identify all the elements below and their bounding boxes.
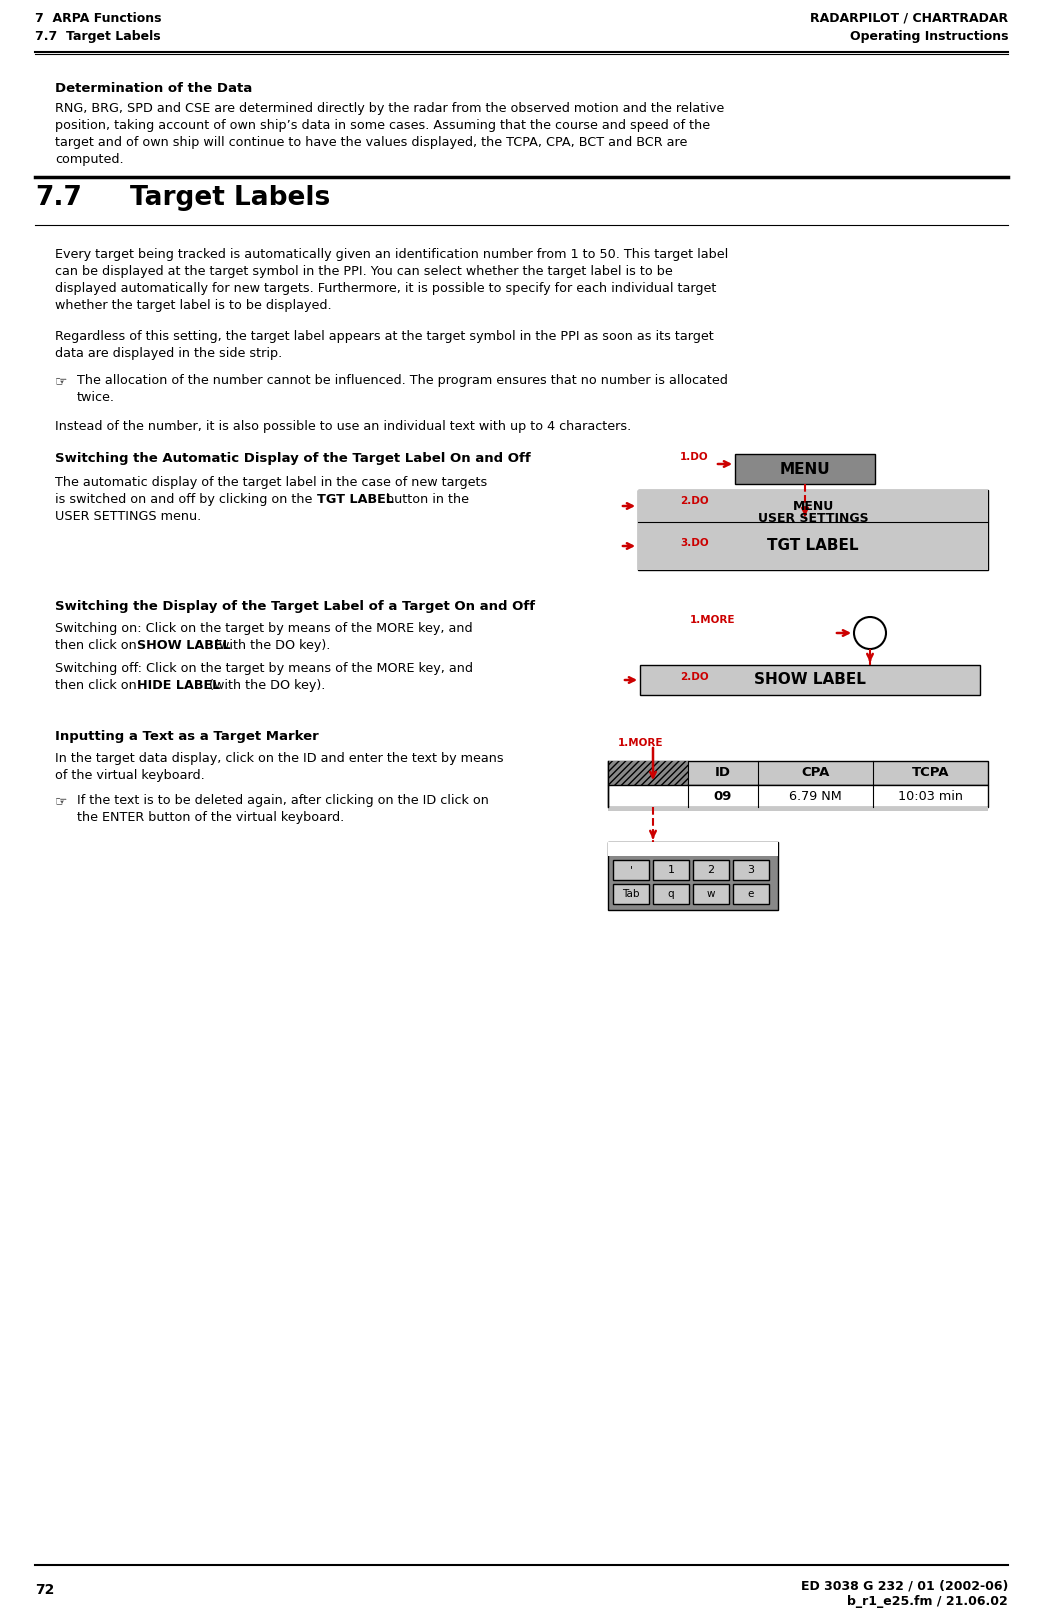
- Bar: [608, 842, 778, 910]
- Text: Tab: Tab: [622, 889, 639, 899]
- Bar: [608, 761, 988, 785]
- Text: 2.DO: 2.DO: [680, 495, 709, 507]
- Text: 1.MORE: 1.MORE: [618, 738, 663, 748]
- Bar: [638, 491, 988, 570]
- Bar: [733, 860, 769, 881]
- Text: TGT LABEL: TGT LABEL: [767, 539, 858, 554]
- Text: Operating Instructions: Operating Instructions: [849, 31, 1008, 44]
- Text: Instead of the number, it is also possible to use an individual text with up to : Instead of the number, it is also possib…: [55, 419, 631, 432]
- Text: w: w: [707, 889, 715, 899]
- Text: Inputting a Text as a Target Marker: Inputting a Text as a Target Marker: [55, 730, 319, 743]
- Bar: [693, 860, 729, 881]
- Bar: [608, 761, 688, 785]
- Text: RNG, BRG, SPD and CSE are determined directly by the radar from the observed mot: RNG, BRG, SPD and CSE are determined dir…: [55, 102, 725, 115]
- Text: If the text is to be deleted again, after clicking on the ID click on: If the text is to be deleted again, afte…: [77, 793, 489, 806]
- Text: SHOW LABEL: SHOW LABEL: [137, 640, 230, 652]
- Text: data are displayed in the side strip.: data are displayed in the side strip.: [55, 346, 282, 359]
- Text: position, taking account of own ship’s data in some cases. Assuming that the cou: position, taking account of own ship’s d…: [55, 120, 710, 133]
- Text: whether the target label is to be displayed.: whether the target label is to be displa…: [55, 300, 331, 312]
- Text: (with the DO key).: (with the DO key).: [210, 640, 330, 652]
- Bar: [638, 521, 988, 570]
- Text: USER SETTINGS menu.: USER SETTINGS menu.: [55, 510, 201, 523]
- Bar: [640, 665, 980, 695]
- Text: of the virtual keyboard.: of the virtual keyboard.: [55, 769, 204, 782]
- Text: 7.7: 7.7: [35, 185, 82, 210]
- Text: 3: 3: [747, 865, 755, 874]
- Bar: [735, 453, 875, 484]
- Text: 6.79 NM: 6.79 NM: [789, 790, 842, 803]
- Text: 2.DO: 2.DO: [680, 672, 709, 682]
- Text: e: e: [747, 889, 755, 899]
- Text: ☞: ☞: [55, 374, 67, 389]
- Text: Switching off: Click on the target by means of the MORE key, and: Switching off: Click on the target by me…: [55, 662, 473, 675]
- Text: 09: 09: [714, 790, 732, 803]
- Text: CPA: CPA: [801, 766, 829, 779]
- Text: Switching the Automatic Display of the Target Label On and Off: Switching the Automatic Display of the T…: [55, 452, 530, 465]
- Text: SHOW LABEL: SHOW LABEL: [754, 672, 866, 688]
- Text: button in the: button in the: [382, 494, 469, 507]
- Text: Every target being tracked is automatically given an identification number from : Every target being tracked is automatica…: [55, 248, 729, 261]
- Text: then click on: then click on: [55, 678, 141, 691]
- Text: In the target data display, click on the ID and enter the text by means: In the target data display, click on the…: [55, 751, 503, 766]
- Text: TCPA: TCPA: [911, 766, 949, 779]
- Text: Target Labels: Target Labels: [130, 185, 330, 210]
- Text: 7  ARPA Functions: 7 ARPA Functions: [35, 11, 162, 24]
- Text: MENU: MENU: [780, 461, 830, 476]
- Text: 2: 2: [708, 865, 714, 874]
- Text: then click on: then click on: [55, 640, 141, 652]
- Text: is switched on and off by clicking on the: is switched on and off by clicking on th…: [55, 494, 317, 507]
- Text: (with the DO key).: (with the DO key).: [204, 678, 325, 691]
- Text: 1: 1: [667, 865, 675, 874]
- Text: 3.DO: 3.DO: [680, 538, 709, 547]
- Text: RADARPILOT / CHARTRADAR: RADARPILOT / CHARTRADAR: [810, 11, 1008, 24]
- Text: 1.MORE: 1.MORE: [690, 615, 736, 625]
- Text: HIDE LABEL: HIDE LABEL: [137, 678, 220, 691]
- Text: TGT LABEL: TGT LABEL: [317, 494, 393, 507]
- Bar: [638, 491, 988, 521]
- Text: displayed automatically for new targets. Furthermore, it is possible to specify : displayed automatically for new targets.…: [55, 282, 716, 295]
- Text: ': ': [629, 865, 632, 874]
- Bar: [608, 785, 988, 806]
- Text: 10:03 min: 10:03 min: [898, 790, 963, 803]
- Bar: [733, 884, 769, 903]
- Text: q: q: [667, 889, 675, 899]
- Text: ☞: ☞: [55, 793, 67, 808]
- Text: Switching the Display of the Target Label of a Target On and Off: Switching the Display of the Target Labe…: [55, 601, 536, 614]
- Text: Determination of the Data: Determination of the Data: [55, 83, 252, 96]
- Bar: [653, 860, 689, 881]
- Text: MENU: MENU: [792, 500, 834, 513]
- Text: ED 3038 G 232 / 01 (2002-06): ED 3038 G 232 / 01 (2002-06): [800, 1579, 1008, 1591]
- Text: Switching on: Click on the target by means of the MORE key, and: Switching on: Click on the target by mea…: [55, 622, 472, 635]
- Bar: [653, 884, 689, 903]
- Text: 1.DO: 1.DO: [680, 452, 709, 461]
- Text: The automatic display of the target label in the case of new targets: The automatic display of the target labe…: [55, 476, 487, 489]
- Bar: [608, 842, 778, 856]
- Text: ID: ID: [715, 766, 731, 779]
- Bar: [613, 860, 649, 881]
- Text: 7.7  Target Labels: 7.7 Target Labels: [35, 31, 161, 44]
- Text: 72: 72: [35, 1583, 54, 1596]
- Text: the ENTER button of the virtual keyboard.: the ENTER button of the virtual keyboard…: [77, 811, 345, 824]
- Text: The allocation of the number cannot be influenced. The program ensures that no n: The allocation of the number cannot be i…: [77, 374, 728, 387]
- Text: USER SETTINGS: USER SETTINGS: [758, 512, 869, 525]
- Text: b_r1_e25.fm / 21.06.02: b_r1_e25.fm / 21.06.02: [847, 1595, 1008, 1608]
- Text: computed.: computed.: [55, 154, 124, 167]
- Text: Regardless of this setting, the target label appears at the target symbol in the: Regardless of this setting, the target l…: [55, 330, 714, 343]
- Circle shape: [854, 617, 886, 649]
- Bar: [608, 806, 988, 811]
- Bar: [613, 884, 649, 903]
- Text: target and of own ship will continue to have the values displayed, the TCPA, CPA: target and of own ship will continue to …: [55, 136, 687, 149]
- Text: can be displayed at the target symbol in the PPI. You can select whether the tar: can be displayed at the target symbol in…: [55, 266, 673, 278]
- Text: twice.: twice.: [77, 392, 115, 405]
- Bar: [693, 884, 729, 903]
